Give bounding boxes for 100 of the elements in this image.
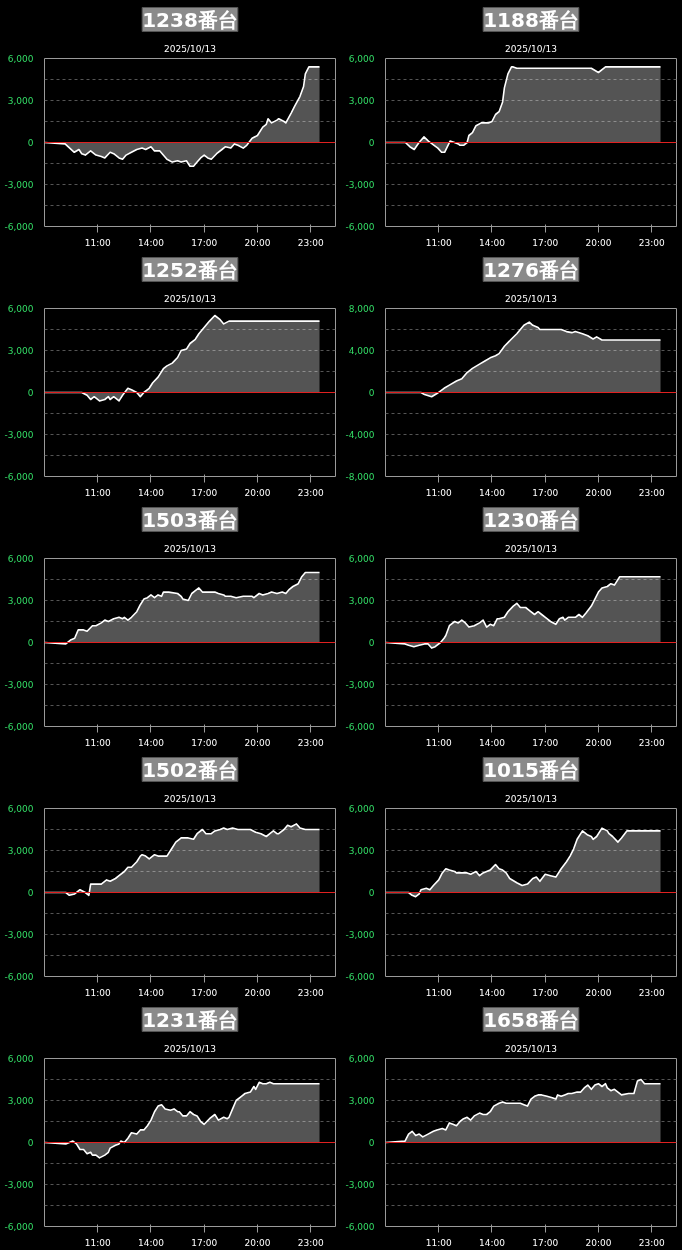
chart-subtitle: 2025/10/13 [505, 793, 557, 804]
y-tick-label: 3,000 [7, 96, 34, 106]
x-tick-label: 11:00 [425, 987, 452, 998]
y-tick-label: 8,000 [348, 304, 375, 314]
x-tick-label: 17:00 [532, 237, 559, 248]
x-tick-label: 23:00 [638, 487, 665, 498]
chart-subtitle: 2025/10/13 [505, 1043, 557, 1054]
x-tick-label: 23:00 [297, 987, 324, 998]
y-tick-label: -3,000 [345, 680, 375, 690]
x-tick-label: 14:00 [479, 737, 506, 748]
y-tick-label: 0 [27, 1138, 34, 1148]
y-tick-label: 6,000 [348, 54, 375, 64]
x-tick-label: 17:00 [191, 987, 218, 998]
y-tick-label: 6,000 [7, 804, 34, 814]
x-tick-label: 20:00 [585, 237, 612, 248]
chart-title: 1276番台 [483, 257, 579, 282]
y-tick-label: 6,000 [348, 1054, 375, 1064]
x-tick-label: 11:00 [84, 737, 111, 748]
x-tick-label: 23:00 [638, 1237, 665, 1248]
x-tick-label: 14:00 [138, 237, 165, 248]
chart-subtitle: 2025/10/13 [164, 543, 216, 554]
x-tick-label: 20:00 [244, 237, 271, 248]
x-tick-label: 20:00 [244, 737, 271, 748]
x-tick-label: 20:00 [585, 487, 612, 498]
x-tick-label: 11:00 [425, 487, 452, 498]
y-tick-label: 0 [368, 388, 375, 398]
x-tick-label: 14:00 [479, 1237, 506, 1248]
chart-title: 1252番台 [142, 257, 238, 282]
x-tick-label: 23:00 [297, 487, 324, 498]
y-tick-label: -3,000 [4, 1180, 34, 1190]
chart-title: 1503番台 [142, 507, 238, 532]
y-tick-label: -4,000 [345, 430, 375, 440]
y-tick-label: 6,000 [7, 304, 34, 314]
chart-title: 1015番台 [483, 757, 579, 782]
y-tick-label: 3,000 [7, 346, 34, 356]
chart-title: 1188番台 [483, 7, 579, 32]
x-tick-label: 17:00 [532, 487, 559, 498]
x-tick-label: 14:00 [479, 237, 506, 248]
chart-subtitle: 2025/10/13 [164, 43, 216, 54]
x-tick-label: 20:00 [585, 987, 612, 998]
x-tick-label: 14:00 [479, 987, 506, 998]
x-tick-label: 20:00 [585, 737, 612, 748]
y-tick-label: 6,000 [348, 804, 375, 814]
x-tick-label: 14:00 [138, 987, 165, 998]
y-tick-label: 3,000 [7, 1096, 34, 1106]
y-tick-label: 4,000 [348, 346, 375, 356]
x-tick-label: 14:00 [138, 487, 165, 498]
x-tick-label: 11:00 [425, 737, 452, 748]
chart-subtitle: 2025/10/13 [164, 793, 216, 804]
y-tick-label: -6,000 [4, 972, 34, 982]
x-tick-label: 23:00 [638, 987, 665, 998]
x-tick-label: 14:00 [138, 737, 165, 748]
x-tick-label: 11:00 [425, 1237, 452, 1248]
y-tick-label: -6,000 [4, 472, 34, 482]
x-tick-label: 11:00 [84, 987, 111, 998]
y-tick-label: 3,000 [348, 596, 375, 606]
y-tick-label: 0 [27, 888, 34, 898]
y-tick-label: -3,000 [4, 430, 34, 440]
y-tick-label: 0 [27, 638, 34, 648]
y-tick-label: 3,000 [7, 846, 34, 856]
chart-title: 1230番台 [483, 507, 579, 532]
x-tick-label: 23:00 [638, 237, 665, 248]
chart-title: 1502番台 [142, 757, 238, 782]
y-tick-label: -3,000 [4, 680, 34, 690]
chart-subtitle: 2025/10/13 [505, 43, 557, 54]
x-tick-label: 11:00 [84, 237, 111, 248]
chart-title: 1238番台 [142, 7, 238, 32]
y-tick-label: 6,000 [7, 54, 34, 64]
x-tick-label: 20:00 [244, 1237, 271, 1248]
x-tick-label: 17:00 [191, 737, 218, 748]
x-tick-label: 17:00 [191, 237, 218, 248]
y-tick-label: -3,000 [345, 1180, 375, 1190]
y-tick-label: -6,000 [345, 722, 375, 732]
chart-subtitle: 2025/10/13 [505, 543, 557, 554]
y-tick-label: 0 [368, 1138, 375, 1148]
y-tick-label: -3,000 [345, 180, 375, 190]
y-tick-label: 0 [27, 388, 34, 398]
chart-title: 1658番台 [483, 1007, 579, 1032]
x-tick-label: 23:00 [297, 737, 324, 748]
x-tick-label: 20:00 [244, 487, 271, 498]
y-tick-label: 0 [27, 138, 34, 148]
x-tick-label: 17:00 [191, 487, 218, 498]
y-tick-label: -6,000 [345, 972, 375, 982]
x-tick-label: 23:00 [638, 737, 665, 748]
y-tick-label: 3,000 [348, 1096, 375, 1106]
y-tick-label: -6,000 [4, 222, 34, 232]
chart-subtitle: 2025/10/13 [164, 1043, 216, 1054]
y-tick-label: 0 [368, 888, 375, 898]
y-tick-label: -6,000 [4, 722, 34, 732]
x-tick-label: 23:00 [297, 237, 324, 248]
x-tick-label: 20:00 [244, 987, 271, 998]
y-tick-label: 3,000 [348, 96, 375, 106]
x-tick-label: 20:00 [585, 1237, 612, 1248]
x-tick-label: 17:00 [532, 1237, 559, 1248]
x-tick-label: 17:00 [191, 1237, 218, 1248]
y-tick-label: -8,000 [345, 472, 375, 482]
y-tick-label: -3,000 [4, 180, 34, 190]
y-tick-label: -3,000 [345, 930, 375, 940]
x-tick-label: 11:00 [84, 1237, 111, 1248]
y-tick-label: -3,000 [4, 930, 34, 940]
